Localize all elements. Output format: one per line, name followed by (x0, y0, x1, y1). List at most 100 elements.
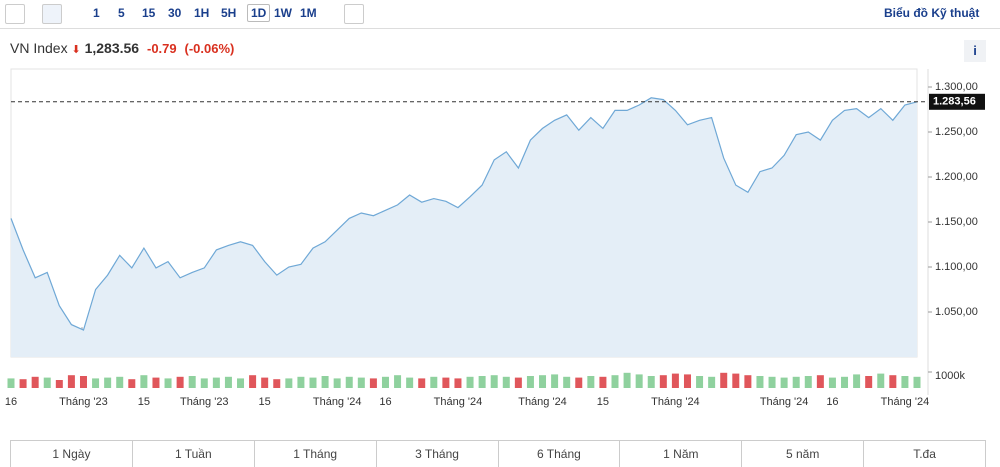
volume-bar (321, 376, 329, 388)
y-tick-label: 1.150,00 (935, 216, 978, 228)
technical-link[interactable]: Biểu đồ Kỹ thuật (884, 6, 980, 20)
range-tab[interactable]: 1 Ngày (10, 441, 132, 467)
index-change-pct: (-0.06%) (184, 41, 235, 56)
volume-bar (430, 376, 438, 388)
y-tick-label: 1.300,00 (935, 81, 978, 93)
volume-bar (116, 376, 124, 388)
interval-button[interactable]: 30 (168, 6, 182, 20)
candle-icon[interactable] (5, 4, 25, 24)
volume-bar (490, 375, 498, 388)
volume-bar (43, 377, 51, 388)
range-tab[interactable]: T.đa (863, 441, 986, 467)
volume-bar (611, 375, 619, 388)
volume-bar (128, 379, 136, 388)
volume-bar (249, 375, 257, 388)
y-tick-label: 1.100,00 (935, 261, 978, 273)
volume-bar (539, 375, 547, 388)
volume-bar (696, 376, 704, 388)
range-tab[interactable]: 6 Tháng (497, 441, 620, 467)
volume-bar (575, 377, 583, 388)
volume-bar (502, 376, 510, 388)
volume-bar (732, 373, 740, 388)
interval-button[interactable]: 1D (247, 4, 271, 22)
volume-bar (261, 377, 269, 388)
volume-bar (599, 376, 607, 388)
volume-bar (671, 373, 679, 388)
volume-bar (514, 377, 522, 388)
x-tick-label: Tháng '24 (518, 396, 567, 408)
header: VN Index ⬇ 1,283.56 -0.79 (-0.06%) (10, 40, 234, 56)
down-arrow: ⬇ (71, 44, 81, 56)
y-tick-label: 1.200,00 (935, 171, 978, 183)
volume-bar (273, 379, 281, 388)
volume-bar (683, 374, 691, 388)
volume-bar (635, 374, 643, 388)
range-tab[interactable]: 1 Tuần (131, 441, 254, 467)
interval-button[interactable]: 5H (221, 6, 237, 20)
interval-button[interactable]: 1W (274, 6, 292, 20)
x-tick-label: Tháng '24 (313, 396, 362, 408)
x-tick-label: 15 (597, 396, 609, 408)
volume-bar (333, 378, 341, 388)
volume-bar (478, 376, 486, 388)
volume-bar (804, 376, 812, 388)
table-icon[interactable] (344, 4, 364, 24)
volume-bar (237, 378, 245, 388)
volume-bar (394, 375, 402, 388)
volume-bar (140, 375, 148, 388)
x-tick-label: 15 (259, 396, 271, 408)
volume-bar (381, 376, 389, 388)
volume-bar (357, 377, 365, 388)
x-tick-label: Tháng '23 (59, 396, 108, 408)
range-tab[interactable]: 5 năm (741, 441, 863, 467)
toolbar: Biểu đồ Kỹ thuật 1 5 15 30 1H 5H 1D 1W 1M (0, 0, 1000, 29)
volume-bar (212, 377, 220, 388)
volume-bar (19, 379, 27, 388)
volume-bar (309, 377, 317, 388)
volume-bar (418, 378, 426, 388)
volume-bar (780, 377, 788, 388)
range-tab[interactable]: 1 Tháng (253, 441, 376, 467)
y-tick-label: 1.050,00 (935, 306, 978, 318)
volume-bar (442, 377, 450, 388)
volume-bar (889, 375, 897, 388)
volume-bar (92, 378, 100, 388)
area-icon[interactable] (42, 4, 62, 24)
x-tick-label: Tháng '24 (760, 396, 809, 408)
x-tick-label: 16 (379, 396, 391, 408)
y-tick-label: 1.250,00 (935, 126, 978, 138)
volume-bar (152, 377, 160, 388)
volume-bar (587, 376, 595, 388)
volume-bar (551, 374, 559, 388)
info-button[interactable]: i (964, 40, 986, 62)
index-name: VN Index (10, 40, 68, 56)
range-tab[interactable]: 1 Năm (619, 441, 741, 467)
range-tabs: 1 Ngày 1 Tuần 1 Tháng 3 Tháng 6 Tháng 1 Năm 5 … (10, 440, 986, 467)
volume-bar (55, 380, 63, 388)
volume-bar (792, 376, 800, 388)
interval-button[interactable]: 1 (93, 6, 100, 20)
interval-button[interactable]: 5 (118, 6, 125, 20)
volume-bar (176, 376, 184, 388)
volume-bar (659, 375, 667, 388)
volume-bar (768, 376, 776, 388)
price-marker-box (929, 93, 985, 110)
chart: 1.050,00 1.100,00 1.150,00 1.200,00 1.250,00… (5, 68, 985, 408)
volume-bar (345, 376, 353, 388)
volume-bar (901, 376, 909, 388)
index-price: 1,283.56 (84, 40, 140, 56)
volume-bar (79, 376, 87, 388)
volume-bar (865, 376, 873, 388)
price-marker-label: 1.283,56 (933, 96, 976, 108)
volume-bar (828, 377, 836, 388)
volume-bar (200, 378, 208, 388)
range-tab[interactable]: 3 Tháng (375, 441, 498, 467)
volume-bar (756, 376, 764, 388)
x-tick-label: 15 (138, 396, 150, 408)
volume-bar (188, 376, 196, 388)
interval-button[interactable]: 1M (300, 6, 317, 20)
interval-button[interactable]: 1H (194, 6, 210, 20)
interval-button[interactable]: 15 (142, 6, 156, 20)
volume-bar (853, 374, 861, 388)
